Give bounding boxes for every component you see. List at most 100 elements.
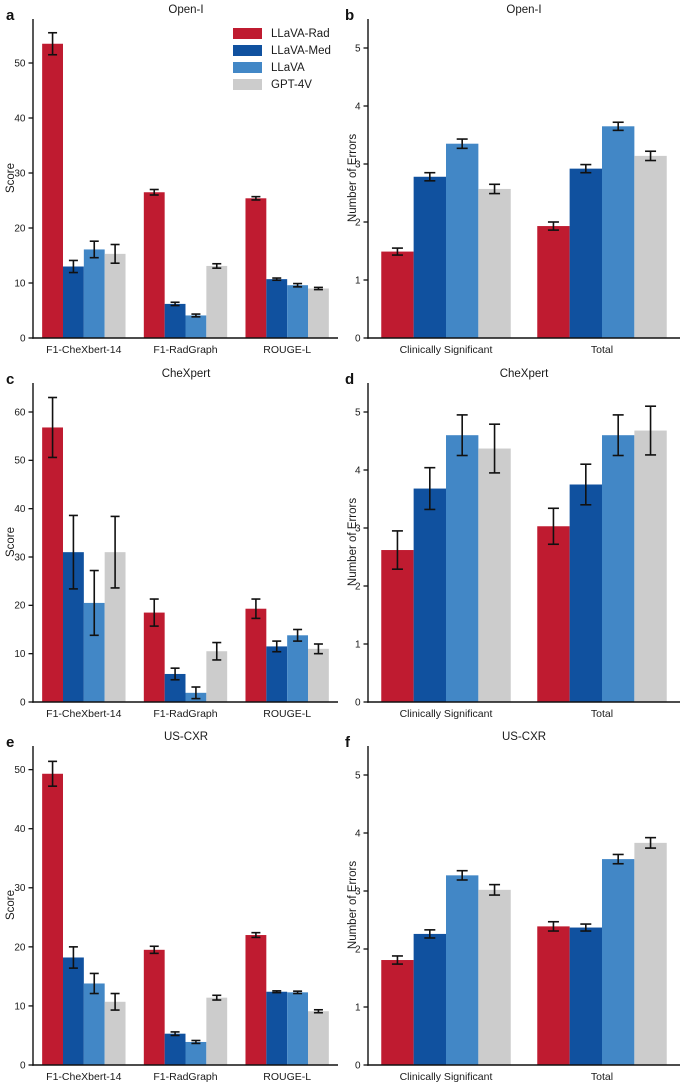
x-tick-label: ROUGE-L bbox=[263, 344, 311, 356]
panel-e-us-cxr-score: e US-CXR Score 0 10 20 30 40 50 F1-CheXbert-14… bbox=[0, 727, 344, 1091]
y-tick-label: 10 bbox=[14, 1001, 26, 1012]
bar-llava-med-rouge-l bbox=[266, 279, 288, 338]
bar-llava-rad-clinically-significant bbox=[381, 960, 414, 1065]
x-tick-label: Clinically Significant bbox=[400, 1071, 493, 1083]
legend-label: LLaVA bbox=[271, 61, 305, 74]
bar-llava-med-f1-chexbert-14 bbox=[62, 266, 84, 338]
y-tick-label: 0 bbox=[20, 333, 26, 344]
bar-chart-chexpert-errors: 0 1 2 3 4 5 Clinically Significant Total bbox=[355, 383, 680, 720]
bar-llava-med-f1-radgraph bbox=[164, 673, 186, 702]
y-tick-label: 5 bbox=[355, 43, 361, 54]
y-axis-label-number-of-errors: Number of Errors bbox=[347, 497, 359, 587]
chart-title-us-cxr: US-CXR bbox=[163, 731, 209, 743]
panel-letter-d: d bbox=[345, 371, 355, 388]
bar-llava-total bbox=[602, 435, 635, 702]
bar-llava-rad-clinically-significant bbox=[381, 251, 414, 338]
panel-letter-c: c bbox=[6, 371, 15, 388]
bar-chart-us-cxr-score: 0 10 20 30 40 50 F1-CheXbert-14 F1-RadGraph ROUG… bbox=[14, 746, 338, 1083]
legend-label: GPT-4V bbox=[271, 78, 312, 91]
bar-llava-rad-f1-radgraph bbox=[143, 949, 165, 1065]
legend-swatch bbox=[233, 79, 262, 90]
chart-title-chexpert: CheXpert bbox=[499, 368, 549, 380]
y-tick-label: 4 bbox=[355, 465, 361, 476]
y-tick-label: 1 bbox=[355, 1002, 361, 1013]
y-axis-label-score: Score bbox=[5, 162, 17, 194]
legend-swatch bbox=[233, 28, 262, 39]
legend-item-llava-rad: LLaVA-Rad bbox=[233, 28, 331, 40]
x-tick-label: Total bbox=[591, 708, 613, 720]
bar-llava-med-rouge-l bbox=[266, 646, 288, 702]
bar-gpt-4v-total bbox=[634, 842, 667, 1065]
bar-llava-rad-rouge-l bbox=[245, 608, 267, 702]
bar-llava-f1-radgraph bbox=[185, 1041, 207, 1065]
bar-llava-total bbox=[602, 126, 635, 338]
y-tick-label: 0 bbox=[355, 333, 361, 344]
x-tick-label: F1-CheXbert-14 bbox=[46, 344, 121, 356]
bar-chart-us-cxr-errors: 0 1 2 3 4 5 Clinically Significant Total bbox=[355, 746, 680, 1083]
panel-letter-e: e bbox=[6, 734, 15, 751]
y-axis-label-number-of-errors: Number of Errors bbox=[347, 133, 359, 223]
y-tick-label: 30 bbox=[14, 552, 26, 563]
y-tick-label: 30 bbox=[14, 883, 26, 894]
legend-item-gpt-4v: GPT-4V bbox=[233, 78, 331, 91]
y-tick-label: 50 bbox=[14, 58, 26, 69]
x-tick-label: Clinically Significant bbox=[400, 708, 493, 720]
bar-llava-rad-f1-radgraph bbox=[143, 192, 165, 338]
y-tick-label: 10 bbox=[14, 649, 26, 660]
chart-title-us-cxr: US-CXR bbox=[501, 731, 547, 743]
legend: LLaVA-Rad LLaVA-Med LLaVA GPT-4V bbox=[233, 28, 331, 91]
x-tick-label: F1-RadGraph bbox=[153, 344, 217, 356]
bar-gpt-4v-f1-radgraph bbox=[206, 997, 228, 1065]
panel-d-chexpert-errors: d CheXpert Number of Errors 0 1 2 3 4 5 Clinic… bbox=[344, 364, 689, 727]
y-tick-label: 0 bbox=[20, 697, 26, 708]
y-tick-label: 50 bbox=[14, 456, 26, 467]
bar-llava-clinically-significant bbox=[446, 143, 479, 338]
bar-gpt-4v-f1-radgraph bbox=[206, 651, 228, 702]
y-axis-label-number-of-errors: Number of Errors bbox=[347, 860, 359, 950]
bar-gpt-4v-clinically-significant bbox=[478, 889, 511, 1065]
bar-llava-med-f1-chexbert-14 bbox=[62, 552, 84, 702]
y-tick-label: 5 bbox=[355, 770, 361, 781]
y-tick-label: 40 bbox=[14, 113, 26, 124]
bar-llava-f1-chexbert-14 bbox=[83, 983, 105, 1065]
bar-chart-open-i-errors: 0 1 2 3 4 5 Clinically Significant Total bbox=[355, 19, 680, 356]
bar-gpt-4v-rouge-l bbox=[308, 1011, 329, 1065]
bar-llava-total bbox=[602, 859, 635, 1065]
y-tick-label: 60 bbox=[14, 407, 26, 418]
bar-llava-med-clinically-significant bbox=[413, 488, 446, 702]
bar-llava-f1-radgraph bbox=[185, 315, 207, 338]
y-tick-label: 1 bbox=[355, 639, 361, 650]
bar-gpt-4v-clinically-significant bbox=[478, 188, 511, 338]
panel-a-open-i-score: a Open-I Score LLaVA-Rad LLaVA-Med LLaVA GP… bbox=[0, 0, 344, 364]
bar-llava-clinically-significant bbox=[446, 435, 479, 702]
y-tick-label: 10 bbox=[14, 278, 26, 289]
bar-llava-med-f1-radgraph bbox=[164, 1033, 186, 1065]
y-tick-label: 2 bbox=[355, 217, 361, 228]
bar-gpt-4v-total bbox=[634, 430, 667, 702]
x-tick-label: F1-RadGraph bbox=[153, 1071, 217, 1083]
bar-llava-med-clinically-significant bbox=[413, 176, 446, 338]
bar-llava-med-clinically-significant bbox=[413, 933, 446, 1065]
bar-llava-rad-total bbox=[537, 226, 570, 338]
panel-b-open-i-errors: b Open-I Number of Errors 0 1 2 3 4 5 Clinical… bbox=[344, 0, 689, 364]
y-tick-label: 30 bbox=[14, 168, 26, 179]
bar-llava-med-f1-radgraph bbox=[164, 303, 186, 338]
bar-llava-rad-f1-radgraph bbox=[143, 612, 165, 702]
chart-title-open-i: Open-I bbox=[168, 4, 204, 16]
bar-llava-rad-rouge-l bbox=[245, 198, 267, 338]
bar-gpt-4v-f1-chexbert-14 bbox=[104, 552, 126, 702]
panel-letter-b: b bbox=[345, 7, 355, 24]
x-tick-label: F1-RadGraph bbox=[153, 708, 217, 720]
y-tick-label: 40 bbox=[14, 504, 26, 515]
y-tick-label: 0 bbox=[20, 1060, 26, 1071]
x-tick-label: Total bbox=[591, 344, 613, 356]
y-axis-label-score: Score bbox=[5, 889, 17, 921]
x-tick-label: Total bbox=[591, 1071, 613, 1083]
chart-title-open-i: Open-I bbox=[506, 4, 542, 16]
bar-llava-rad-rouge-l bbox=[245, 935, 267, 1065]
bar-gpt-4v-f1-radgraph bbox=[206, 265, 228, 338]
legend-item-llava: LLaVA bbox=[233, 61, 331, 74]
bar-llava-f1-chexbert-14 bbox=[83, 602, 105, 702]
bar-llava-rad-total bbox=[537, 526, 570, 702]
bar-llava-rouge-l bbox=[287, 992, 309, 1065]
